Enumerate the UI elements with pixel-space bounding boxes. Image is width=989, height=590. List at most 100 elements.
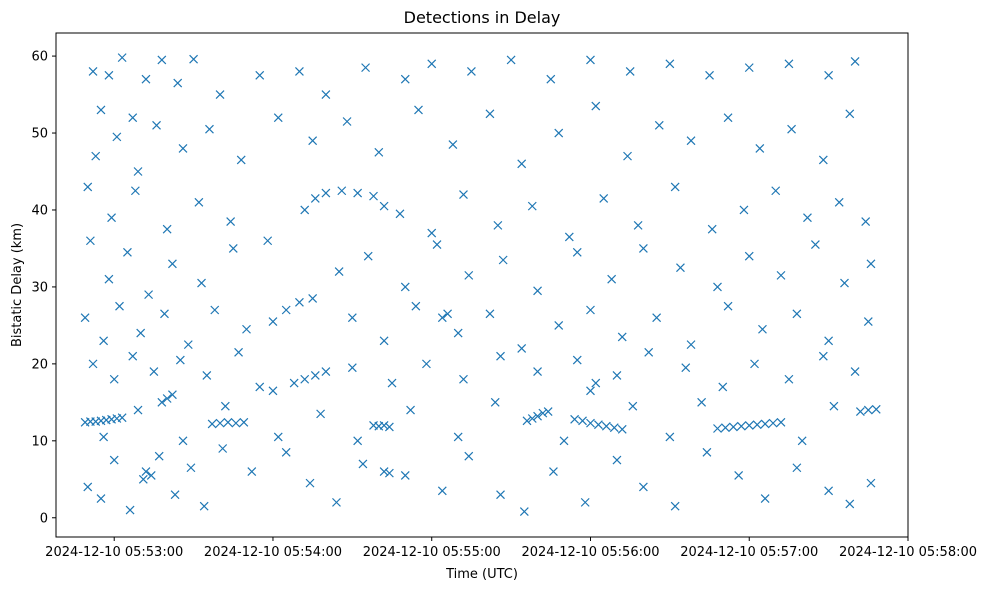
data-point — [247, 467, 257, 477]
data-point — [281, 447, 291, 457]
data-point — [538, 408, 548, 418]
data-point — [154, 451, 164, 461]
data-point — [599, 194, 609, 203]
data-point — [112, 132, 122, 142]
data-point — [591, 378, 601, 388]
data-point — [559, 436, 569, 446]
data-point — [316, 409, 326, 419]
data-point — [400, 282, 410, 292]
data-point — [676, 263, 685, 273]
data-point — [117, 53, 127, 63]
data-point — [133, 405, 143, 415]
data-point — [144, 290, 154, 300]
data-point — [268, 386, 278, 396]
data-point — [107, 213, 116, 223]
data-point — [406, 405, 415, 415]
y-tick-label: 0 — [40, 511, 48, 526]
data-point — [466, 67, 476, 76]
data-point — [268, 317, 278, 326]
data-point — [305, 478, 315, 488]
data-point — [215, 418, 225, 428]
data-point — [321, 90, 331, 99]
data-point — [623, 151, 632, 161]
x-tick-label: 2024-12-10 05:56:00 — [521, 545, 659, 560]
data-point — [295, 297, 304, 307]
data-point — [498, 255, 508, 265]
data-point — [361, 63, 371, 73]
data-point — [855, 407, 865, 417]
x-axis-title: Time (UTC) — [445, 567, 518, 582]
data-point — [281, 305, 291, 315]
data-point — [750, 359, 759, 369]
data-point — [141, 467, 151, 477]
y-tick-label: 60 — [31, 50, 48, 65]
data-point — [321, 188, 331, 198]
data-point — [88, 359, 98, 369]
data-point — [617, 424, 627, 434]
data-point — [686, 136, 696, 146]
data-point — [141, 74, 151, 84]
data-point — [183, 340, 193, 350]
data-point — [427, 59, 437, 69]
data-point — [554, 320, 564, 330]
data-point — [353, 188, 363, 198]
data-point — [586, 305, 595, 315]
data-point — [347, 363, 357, 373]
data-point — [123, 247, 132, 257]
data-point — [784, 374, 794, 384]
data-point — [612, 370, 622, 380]
data-point — [570, 414, 580, 424]
data-point — [586, 55, 595, 65]
data-point — [207, 419, 217, 429]
data-point — [363, 251, 373, 261]
data-point — [713, 282, 722, 292]
data-point — [578, 416, 587, 426]
data-point — [234, 347, 243, 357]
data-point — [178, 436, 188, 446]
x-tick-label: 2024-12-10 05:57:00 — [680, 545, 818, 560]
data-point — [496, 490, 505, 500]
data-point — [736, 421, 746, 431]
data-point — [723, 113, 733, 123]
data-point — [80, 313, 90, 323]
data-point — [437, 313, 447, 323]
data-point — [149, 367, 159, 376]
data-points — [80, 53, 881, 517]
data-point — [255, 382, 265, 392]
data-point — [310, 194, 320, 203]
data-point — [670, 182, 680, 192]
data-point — [601, 421, 611, 431]
data-point — [519, 507, 529, 517]
data-point — [236, 155, 246, 165]
data-point — [863, 405, 873, 415]
data-point — [170, 490, 180, 500]
data-point — [242, 324, 251, 334]
data-point — [506, 55, 516, 65]
data-point — [437, 486, 447, 496]
data-point — [792, 309, 802, 319]
data-point — [332, 497, 341, 507]
data-point — [866, 259, 876, 269]
data-point — [638, 482, 648, 492]
data-point — [850, 57, 860, 66]
data-point — [128, 113, 138, 123]
data-point — [152, 120, 161, 130]
y-tick-label: 50 — [31, 127, 48, 142]
data-point — [379, 336, 389, 346]
data-point — [543, 407, 553, 417]
data-point — [337, 186, 347, 196]
data-point — [384, 422, 394, 432]
data-point — [186, 463, 196, 473]
data-point — [202, 370, 212, 380]
data-point — [760, 494, 770, 503]
data-point — [160, 309, 169, 319]
data-point — [713, 424, 722, 433]
data-point — [728, 422, 738, 432]
data-point — [744, 63, 754, 73]
y-tick-label: 30 — [31, 280, 48, 295]
data-point — [128, 351, 138, 361]
data-point — [117, 413, 127, 423]
data-point — [609, 423, 619, 433]
data-point — [220, 401, 230, 411]
